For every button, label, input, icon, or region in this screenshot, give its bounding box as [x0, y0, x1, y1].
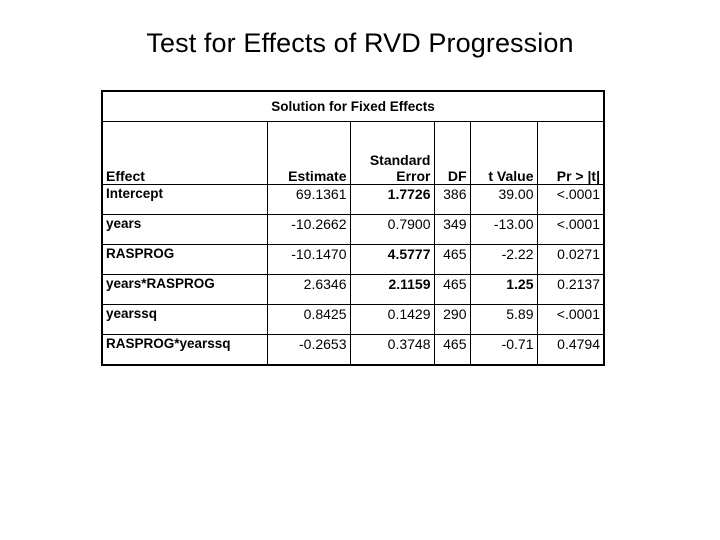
- slide-title: Test for Effects of RVD Progression: [146, 28, 574, 58]
- cell-df: 465: [433, 243, 471, 275]
- cell-p-value: <.0001: [536, 303, 603, 335]
- cell-estimate: -0.2653: [266, 333, 351, 364]
- cell-estimate: 0.8425: [266, 303, 351, 335]
- col-header-t-value: t Value: [469, 122, 538, 185]
- col-header-df-label: DF: [447, 167, 467, 184]
- col-header-std-error: Standard Error: [349, 122, 435, 185]
- cell-t-value: -2.22: [469, 243, 538, 275]
- cell-p-value: 0.0271: [536, 243, 603, 275]
- cell-p-value: <.0001: [536, 183, 603, 215]
- col-header-df: DF: [433, 122, 471, 185]
- table-row: years*RASPROG 2.6346 2.1159 465 1.25 0.2…: [103, 273, 603, 305]
- fixed-effects-grid: Effect Estimate Standard Error DF t Valu…: [103, 122, 603, 364]
- cell-p-value: <.0001: [536, 213, 603, 245]
- cell-df: 386: [433, 183, 471, 215]
- cell-effect: years*RASPROG: [103, 273, 268, 305]
- table-row: RASPROG*yearssq -0.2653 0.3748 465 -0.71…: [103, 333, 603, 364]
- cell-estimate: 69.1361: [266, 183, 351, 215]
- cell-effect: RASPROG: [103, 243, 268, 275]
- table-row: yearssq 0.8425 0.1429 290 5.89 <.0001: [103, 303, 603, 335]
- col-header-p-value: Pr > |t|: [536, 122, 603, 185]
- cell-estimate: -10.1470: [266, 243, 351, 275]
- cell-std-error: 1.7726: [349, 183, 435, 215]
- cell-p-value: 0.4794: [536, 333, 603, 364]
- fixed-effects-table: Solution for Fixed Effects Effect Estima…: [101, 90, 605, 366]
- cell-effect: RASPROG*yearssq: [103, 333, 268, 364]
- cell-df: 290: [433, 303, 471, 335]
- cell-p-value: 0.2137: [536, 273, 603, 305]
- col-header-estimate: Estimate: [266, 122, 351, 185]
- col-header-effect-label: Effect: [106, 167, 145, 184]
- cell-estimate: -10.2662: [266, 213, 351, 245]
- col-header-p-value-label: Pr > |t|: [556, 167, 600, 184]
- cell-std-error: 0.3748: [349, 333, 435, 364]
- cell-df: 465: [433, 333, 471, 364]
- cell-df: 465: [433, 273, 471, 305]
- cell-effect: yearssq: [103, 303, 268, 335]
- col-header-estimate-label: Estimate: [288, 167, 347, 184]
- cell-t-value: -0.71: [469, 333, 538, 364]
- col-header-std-error-line2: Error: [396, 167, 431, 184]
- header-row: Effect Estimate Standard Error DF t Valu…: [103, 122, 603, 185]
- cell-t-value: 5.89: [469, 303, 538, 335]
- cell-effect: years: [103, 213, 268, 245]
- cell-std-error: 4.5777: [349, 243, 435, 275]
- table-caption: Solution for Fixed Effects: [103, 92, 603, 122]
- table-row: years -10.2662 0.7900 349 -13.00 <.0001: [103, 213, 603, 245]
- table-row: RASPROG -10.1470 4.5777 465 -2.22 0.0271: [103, 243, 603, 275]
- cell-df: 349: [433, 213, 471, 245]
- cell-effect: Intercept: [103, 183, 268, 215]
- cell-t-value: -13.00: [469, 213, 538, 245]
- cell-t-value: 1.25: [469, 273, 538, 305]
- col-header-std-error-line1: Standard: [369, 151, 431, 168]
- cell-std-error: 2.1159: [349, 273, 435, 305]
- col-header-effect: Effect: [103, 122, 268, 185]
- col-header-t-value-label: t Value: [488, 167, 534, 184]
- table-row: Intercept 69.1361 1.7726 386 39.00 <.000…: [103, 183, 603, 215]
- cell-std-error: 0.7900: [349, 213, 435, 245]
- cell-estimate: 2.6346: [266, 273, 351, 305]
- cell-t-value: 39.00: [469, 183, 538, 215]
- cell-std-error: 0.1429: [349, 303, 435, 335]
